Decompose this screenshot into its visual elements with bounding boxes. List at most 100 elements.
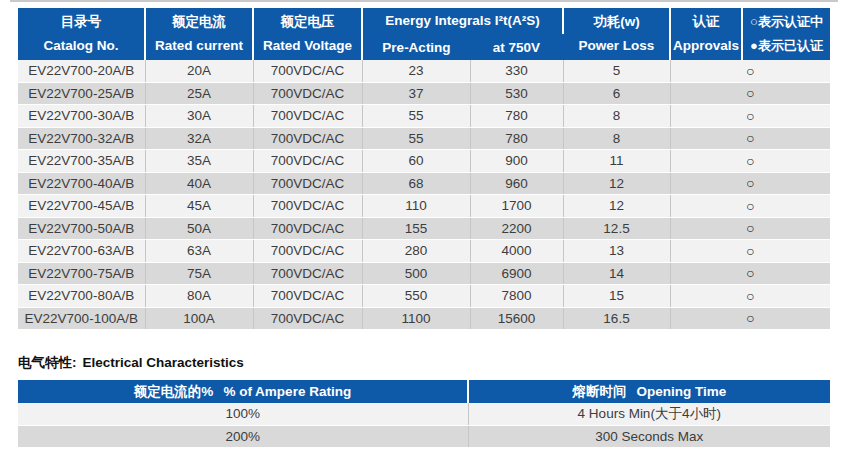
catalog-no-cell: EV22V700-80A/B xyxy=(18,285,145,308)
header-ampere-rating-en: % of Ampere Rating xyxy=(223,384,351,399)
rated-current-cell: 45A xyxy=(145,195,253,218)
approval-status-cell: ○ xyxy=(670,240,830,263)
opening-time-cell: 300 Seconds Max xyxy=(468,425,830,448)
datasheet-page: 目录号 Catalog No. 额定电流 Rated current 额定电压 … xyxy=(0,0,848,465)
approval-status-cell: ○ xyxy=(670,105,830,128)
legend-in-progress: ○表示认证中 xyxy=(743,10,830,34)
approval-status-cell: ○ xyxy=(670,172,830,195)
ampere-rating-cell: 100% xyxy=(18,403,468,425)
spec-table-row: EV22V700-45A/B 45A 700VDC/AC 110 1700 12… xyxy=(18,195,830,218)
power-loss-cell: 16.5 xyxy=(563,307,670,330)
spec-table-header: 目录号 Catalog No. 额定电流 Rated current 额定电压 … xyxy=(18,8,830,60)
pre-acting-cell: 23 xyxy=(362,60,470,82)
rated-current-cell: 63A xyxy=(145,240,253,263)
spec-table-row: EV22V700-63A/B 63A 700VDC/AC 280 4000 13… xyxy=(18,240,830,263)
pre-acting-cell: 550 xyxy=(362,285,470,308)
spec-table: 目录号 Catalog No. 额定电流 Rated current 额定电压 … xyxy=(18,8,830,330)
section-title: 电气特性:Electrical Characteristics xyxy=(18,354,830,372)
spec-table-row: EV22V700-32A/B 32A 700VDC/AC 55 780 8 ○ xyxy=(18,127,830,150)
header-opening-time-en: Opening Time xyxy=(637,384,727,399)
rated-current-cell: 35A xyxy=(145,150,253,173)
header-opening-time: 熔断时间 Opening Time xyxy=(468,380,830,403)
spec-table-row: EV22V700-35A/B 35A 700VDC/AC 60 900 11 ○ xyxy=(18,150,830,173)
spec-table-row: EV22V700-75A/B 75A 700VDC/AC 500 6900 14… xyxy=(18,262,830,285)
rated-current-cell: 100A xyxy=(145,307,253,330)
rated-current-cell: 75A xyxy=(145,262,253,285)
header-approvals-en: Approvals xyxy=(671,34,741,58)
power-loss-cell: 11 xyxy=(563,150,670,173)
approval-status-cell: ○ xyxy=(670,127,830,150)
pre-acting-cell: 110 xyxy=(362,195,470,218)
header-rated-current-zh: 额定电流 xyxy=(146,10,252,34)
power-loss-cell: 8 xyxy=(563,105,670,128)
opening-time-row: 100% 4 Hours Min(大于4小时) xyxy=(18,403,830,425)
rated-voltage-cell: 700VDC/AC xyxy=(253,150,362,173)
power-loss-cell: 14 xyxy=(563,262,670,285)
header-opening-time-zh: 熔断时间 xyxy=(573,384,627,399)
pre-acting-cell: 500 xyxy=(362,262,470,285)
catalog-no-cell: EV22V700-35A/B xyxy=(18,150,145,173)
pre-acting-cell: 55 xyxy=(362,127,470,150)
opening-time-cell: 4 Hours Min(大于4小时) xyxy=(468,403,830,425)
approval-status-cell: ○ xyxy=(670,285,830,308)
pre-acting-cell: 280 xyxy=(362,240,470,263)
rated-voltage-cell: 700VDC/AC xyxy=(253,240,362,263)
power-loss-cell: 12 xyxy=(563,172,670,195)
pre-acting-cell: 68 xyxy=(362,172,470,195)
catalog-no-cell: EV22V700-20A/B xyxy=(18,60,145,82)
header-at-750v: at 750V xyxy=(470,34,563,60)
approval-status-cell: ○ xyxy=(670,262,830,285)
rated-voltage-cell: 700VDC/AC xyxy=(253,285,362,308)
legend-certified: ●表示已认证 xyxy=(743,34,830,58)
at-750v-cell: 330 xyxy=(470,60,563,82)
section-title-en: Electrical Characteristics xyxy=(83,355,244,370)
approval-status-cell: ○ xyxy=(670,150,830,173)
at-750v-cell: 4000 xyxy=(470,240,563,263)
at-750v-cell: 1700 xyxy=(470,195,563,218)
rated-voltage-cell: 700VDC/AC xyxy=(253,127,362,150)
header-ampere-rating: 额定电流的% % of Ampere Rating xyxy=(18,380,468,403)
at-750v-cell: 6900 xyxy=(470,262,563,285)
header-pre-acting: Pre-Acting xyxy=(362,34,470,60)
power-loss-cell: 12 xyxy=(563,195,670,218)
spec-table-row: EV22V700-50A/B 50A 700VDC/AC 155 2200 12… xyxy=(18,217,830,240)
at-750v-cell: 7800 xyxy=(470,285,563,308)
header-catalog: 目录号 Catalog No. xyxy=(18,8,145,60)
power-loss-cell: 6 xyxy=(563,82,670,105)
catalog-no-cell: EV22V700-40A/B xyxy=(18,172,145,195)
spec-table-row: EV22V700-100A/B 100A 700VDC/AC 1100 1560… xyxy=(18,307,830,330)
power-loss-cell: 15 xyxy=(563,285,670,308)
top-divider-rule xyxy=(10,0,838,2)
at-750v-cell: 780 xyxy=(470,127,563,150)
header-approval-legend: ○表示认证中 ●表示已认证 xyxy=(742,8,830,60)
spec-table-row: EV22V700-40A/B 40A 700VDC/AC 68 960 12 ○ xyxy=(18,172,830,195)
rated-voltage-cell: 700VDC/AC xyxy=(253,82,362,105)
header-ampere-rating-zh: 额定电流的% xyxy=(134,384,214,399)
approval-status-cell: ○ xyxy=(670,217,830,240)
catalog-no-cell: EV22V700-75A/B xyxy=(18,262,145,285)
header-rated-current-en: Rated current xyxy=(146,34,252,58)
power-loss-cell: 12.5 xyxy=(563,217,670,240)
rated-voltage-cell: 700VDC/AC xyxy=(253,195,362,218)
at-750v-cell: 900 xyxy=(470,150,563,173)
header-approvals-zh: 认证 xyxy=(671,10,741,34)
header-power-loss-zh: 功耗(w) xyxy=(564,10,669,34)
spec-table-row: EV22V700-25A/B 25A 700VDC/AC 37 530 6 ○ xyxy=(18,82,830,105)
catalog-no-cell: EV22V700-45A/B xyxy=(18,195,145,218)
at-750v-cell: 2200 xyxy=(470,217,563,240)
header-energy-integrals: Energy Integrals I²t(A²S) xyxy=(362,8,563,34)
datasheet-content: 目录号 Catalog No. 额定电流 Rated current 额定电压 … xyxy=(18,8,830,448)
pre-acting-cell: 1100 xyxy=(362,307,470,330)
pre-acting-cell: 55 xyxy=(362,105,470,128)
rated-voltage-cell: 700VDC/AC xyxy=(253,307,362,330)
approval-status-cell: ○ xyxy=(670,60,830,82)
header-rated-voltage: 额定电压 Rated Voltage xyxy=(253,8,362,60)
catalog-no-cell: EV22V700-25A/B xyxy=(18,82,145,105)
at-750v-cell: 960 xyxy=(470,172,563,195)
ampere-rating-cell: 200% xyxy=(18,425,468,448)
pre-acting-cell: 37 xyxy=(362,82,470,105)
power-loss-cell: 8 xyxy=(563,127,670,150)
rated-voltage-cell: 700VDC/AC xyxy=(253,262,362,285)
catalog-no-cell: EV22V700-32A/B xyxy=(18,127,145,150)
header-power-loss: 功耗(w) Power Loss xyxy=(563,8,670,60)
